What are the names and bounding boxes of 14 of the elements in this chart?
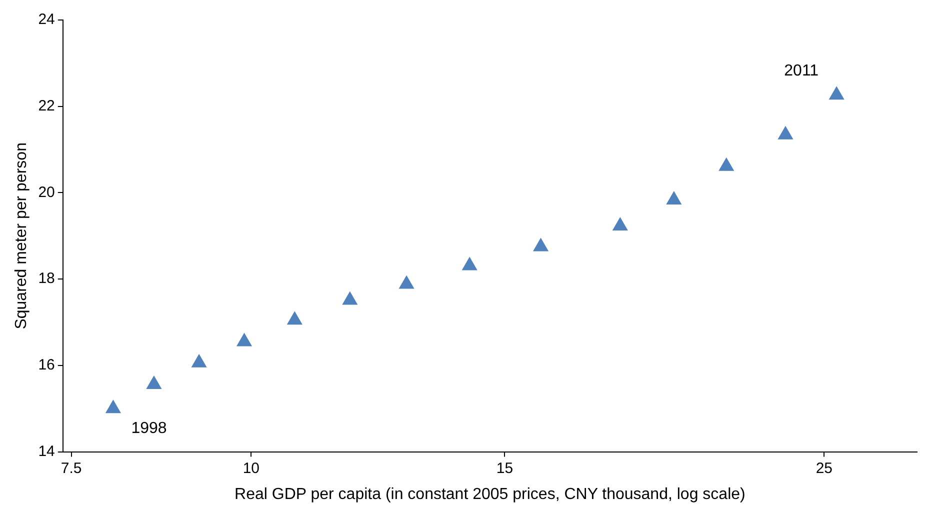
annotation: 2011 (784, 62, 819, 80)
y-tick-label: 24 (38, 11, 55, 28)
y-tick-label: 22 (38, 98, 55, 114)
x-tick-label: 7.5 (60, 460, 82, 477)
y-tick-label: 18 (38, 270, 55, 288)
y-axis-title: Squared meter per person (13, 142, 30, 330)
y-tick-label: 20 (38, 184, 55, 201)
annotation: 1998 (131, 420, 167, 438)
y-tick-label: 14 (38, 442, 55, 460)
x-tick-label: 25 (816, 460, 833, 477)
x-tick-label: 15 (496, 460, 514, 477)
x-tick-label: 10 (242, 460, 260, 477)
y-tick-label: 16 (38, 356, 55, 374)
x-axis-title: Real GDP per capita (in constant 2005 prices, CNY thousand, log scale) (234, 486, 746, 503)
